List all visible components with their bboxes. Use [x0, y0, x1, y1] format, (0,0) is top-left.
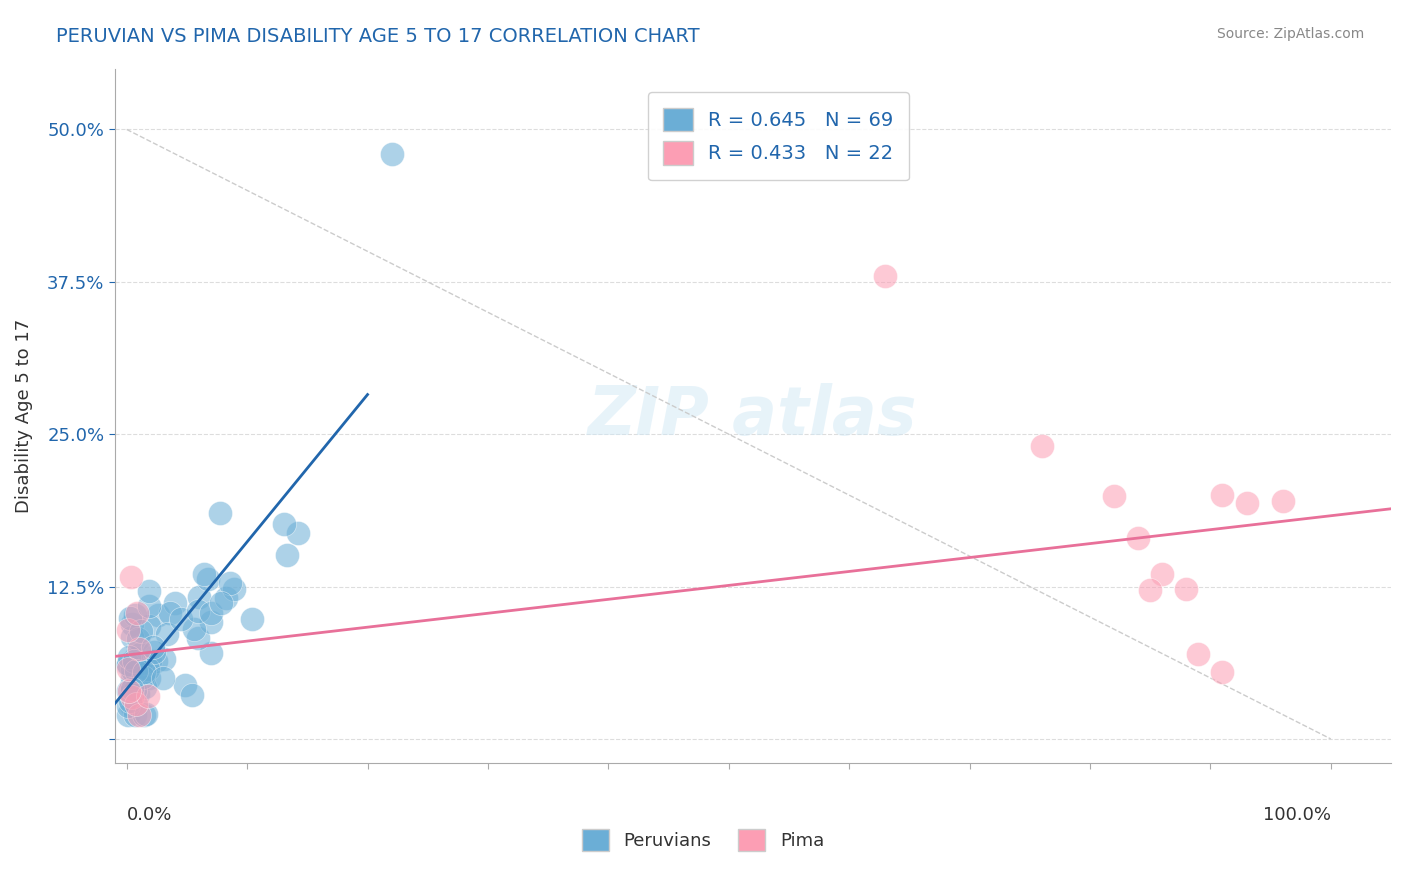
Point — [129, 647, 152, 661]
Point — [273, 516, 295, 531]
Point — [134, 680, 156, 694]
Point — [118, 650, 141, 665]
Point — [1271, 494, 1294, 508]
Point — [121, 682, 143, 697]
Point — [124, 707, 146, 722]
Point — [120, 570, 142, 584]
Point — [145, 654, 167, 668]
Point — [222, 582, 245, 596]
Point — [208, 506, 231, 520]
Point — [381, 146, 404, 161]
Point — [1211, 665, 1233, 679]
Point — [117, 707, 139, 722]
Point — [121, 690, 143, 705]
Point — [1175, 582, 1198, 597]
Point — [121, 616, 143, 631]
Point — [1152, 567, 1174, 582]
Point — [193, 566, 215, 581]
Point — [188, 590, 211, 604]
Point — [138, 671, 160, 685]
Point — [120, 686, 142, 700]
Point — [142, 640, 165, 655]
Point — [127, 632, 149, 646]
Text: PERUVIAN VS PIMA DISABILITY AGE 5 TO 17 CORRELATION CHART: PERUVIAN VS PIMA DISABILITY AGE 5 TO 17 … — [56, 27, 700, 45]
Point — [138, 619, 160, 633]
Text: ZIP atlas: ZIP atlas — [588, 383, 918, 449]
Y-axis label: Disability Age 5 to 17: Disability Age 5 to 17 — [15, 318, 32, 513]
Point — [117, 657, 139, 671]
Point — [159, 607, 181, 621]
Point — [1102, 489, 1125, 503]
Point — [240, 612, 263, 626]
Point — [125, 664, 148, 678]
Point — [165, 596, 187, 610]
Legend: R = 0.645   N = 69, R = 0.433   N = 22: R = 0.645 N = 69, R = 0.433 N = 22 — [648, 92, 908, 180]
Point — [200, 615, 222, 630]
Point — [1211, 488, 1233, 502]
Point — [181, 688, 204, 702]
Point — [135, 707, 157, 722]
Point — [183, 622, 205, 636]
Point — [138, 584, 160, 599]
Point — [173, 678, 195, 692]
Point — [131, 656, 153, 670]
Point — [1126, 531, 1149, 545]
Point — [1031, 439, 1053, 453]
Point — [1236, 496, 1258, 510]
Point — [127, 687, 149, 701]
Point — [138, 599, 160, 613]
Point — [132, 670, 155, 684]
Point — [134, 665, 156, 680]
Point — [187, 604, 209, 618]
Text: Source: ZipAtlas.com: Source: ZipAtlas.com — [1216, 27, 1364, 41]
Text: 100.0%: 100.0% — [1263, 806, 1331, 824]
Point — [170, 612, 193, 626]
Point — [197, 572, 219, 586]
Point — [218, 576, 240, 591]
Point — [124, 607, 146, 622]
Point — [152, 652, 174, 666]
Point — [187, 632, 209, 646]
Point — [132, 707, 155, 722]
Point — [1139, 582, 1161, 597]
Point — [875, 268, 897, 283]
Point — [117, 684, 139, 698]
Point — [138, 654, 160, 668]
Point — [128, 707, 150, 722]
Legend: Peruvians, Pima: Peruvians, Pima — [568, 814, 838, 865]
Point — [124, 683, 146, 698]
Point — [117, 699, 139, 714]
Point — [143, 645, 166, 659]
Point — [120, 679, 142, 693]
Point — [148, 607, 170, 622]
Point — [138, 661, 160, 675]
Point — [117, 624, 139, 638]
Point — [138, 689, 160, 703]
Point — [276, 549, 298, 563]
Point — [1187, 647, 1209, 661]
Point — [200, 647, 222, 661]
Point — [121, 670, 143, 684]
Point — [120, 698, 142, 713]
Point — [128, 641, 150, 656]
Point — [125, 698, 148, 712]
Point — [129, 624, 152, 639]
Point — [200, 606, 222, 620]
Point — [117, 662, 139, 676]
Point — [121, 630, 143, 644]
Point — [117, 657, 139, 672]
Point — [209, 596, 232, 610]
Point — [287, 525, 309, 540]
Point — [155, 626, 177, 640]
Point — [118, 694, 141, 708]
Point — [121, 663, 143, 677]
Point — [122, 654, 145, 668]
Point — [127, 606, 149, 620]
Text: 0.0%: 0.0% — [127, 806, 172, 824]
Point — [124, 650, 146, 665]
Point — [118, 684, 141, 698]
Point — [120, 611, 142, 625]
Point — [215, 591, 238, 606]
Point — [152, 671, 174, 685]
